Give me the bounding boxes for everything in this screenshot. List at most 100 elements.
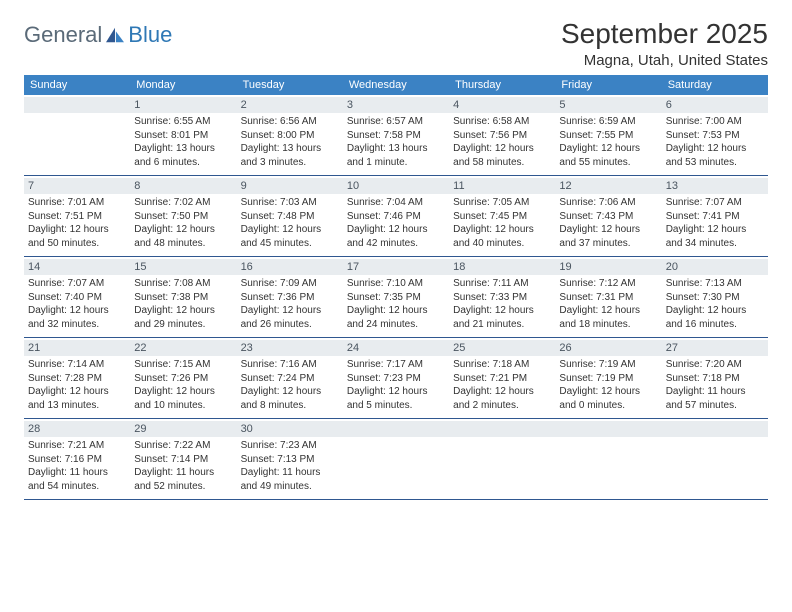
weekday-thursday: Thursday xyxy=(449,75,555,95)
day-sunset: Sunset: 7:24 PM xyxy=(241,372,339,386)
day-sunset: Sunset: 7:19 PM xyxy=(559,372,657,386)
header: General Blue September 2025 Magna, Utah,… xyxy=(24,18,768,69)
day-daylight: Daylight: 12 hours and 42 minutes. xyxy=(347,223,445,250)
day-sunrise: Sunrise: 6:55 AM xyxy=(134,115,232,129)
day-sunset: Sunset: 7:30 PM xyxy=(666,291,764,305)
day-sunset: Sunset: 7:50 PM xyxy=(134,210,232,224)
day-cell: 22 Sunrise: 7:15 AMSunset: 7:26 PMDayligh… xyxy=(130,338,236,418)
day-cell xyxy=(662,419,768,499)
day-daylight: Daylight: 12 hours and 2 minutes. xyxy=(453,385,551,412)
day-cell: 3Sunrise: 6:57 AMSunset: 7:58 PMDaylight… xyxy=(343,95,449,175)
day-cell: 21Sunrise: 7:14 AMSunset: 7:28 PMDayligh… xyxy=(24,338,130,418)
day-number xyxy=(343,421,449,437)
day-cell: 17Sunrise: 7:10 AMSunset: 7:35 PMDayligh… xyxy=(343,257,449,337)
day-sunrise: Sunrise: 7:00 AM xyxy=(666,115,764,129)
day-cell xyxy=(343,419,449,499)
day-cell: 23Sunrise: 7:16 AMSunset: 7:24 PMDayligh… xyxy=(237,338,343,418)
day-number: 1 xyxy=(130,97,236,113)
day-sunrise: Sunrise: 7:02 AM xyxy=(134,196,232,210)
day-sunrise: Sunrise: 7:01 AM xyxy=(28,196,126,210)
day-daylight: Daylight: 12 hours and 58 minutes. xyxy=(453,142,551,169)
day-sunrise: Sunrise: 6:59 AM xyxy=(559,115,657,129)
day-cell: 19Sunrise: 7:12 AMSunset: 7:31 PMDayligh… xyxy=(555,257,661,337)
day-number xyxy=(449,421,555,437)
week-row: 21Sunrise: 7:14 AMSunset: 7:28 PMDayligh… xyxy=(24,338,768,419)
day-sunset: Sunset: 7:38 PM xyxy=(134,291,232,305)
day-daylight: Daylight: 12 hours and 8 minutes. xyxy=(241,385,339,412)
week-row: 7Sunrise: 7:01 AMSunset: 7:51 PMDaylight… xyxy=(24,176,768,257)
day-sunrise: Sunrise: 7:14 AM xyxy=(28,358,126,372)
day-cell: 6Sunrise: 7:00 AMSunset: 7:53 PMDaylight… xyxy=(662,95,768,175)
day-sunrise: Sunrise: 7:10 AM xyxy=(347,277,445,291)
day-daylight: Daylight: 12 hours and 5 minutes. xyxy=(347,385,445,412)
day-daylight: Daylight: 12 hours and 21 minutes. xyxy=(453,304,551,331)
day-sunrise: Sunrise: 6:56 AM xyxy=(241,115,339,129)
day-daylight: Daylight: 11 hours and 52 minutes. xyxy=(134,466,232,493)
day-sunset: Sunset: 7:43 PM xyxy=(559,210,657,224)
day-sunset: Sunset: 7:40 PM xyxy=(28,291,126,305)
day-sunset: Sunset: 7:28 PM xyxy=(28,372,126,386)
day-cell: 14Sunrise: 7:07 AMSunset: 7:40 PMDayligh… xyxy=(24,257,130,337)
day-cell xyxy=(555,419,661,499)
day-cell: 1 Sunrise: 6:55 AMSunset: 8:01 PMDaylight… xyxy=(130,95,236,175)
day-daylight: Daylight: 12 hours and 45 minutes. xyxy=(241,223,339,250)
day-cell xyxy=(24,95,130,175)
day-number: 18 xyxy=(449,259,555,275)
day-number: 12 xyxy=(555,178,661,194)
day-sunrise: Sunrise: 7:21 AM xyxy=(28,439,126,453)
month-title: September 2025 xyxy=(561,18,768,50)
day-number: 26 xyxy=(555,340,661,356)
day-sunset: Sunset: 7:58 PM xyxy=(347,129,445,143)
day-cell: 20Sunrise: 7:13 AMSunset: 7:30 PMDayligh… xyxy=(662,257,768,337)
day-number: 3 xyxy=(343,97,449,113)
day-sunset: Sunset: 7:16 PM xyxy=(28,453,126,467)
weekday-monday: Monday xyxy=(130,75,236,95)
day-number: 11 xyxy=(449,178,555,194)
day-sunset: Sunset: 8:01 PM xyxy=(134,129,232,143)
day-cell: 5Sunrise: 6:59 AMSunset: 7:55 PMDaylight… xyxy=(555,95,661,175)
day-sunset: Sunset: 7:46 PM xyxy=(347,210,445,224)
day-daylight: Daylight: 12 hours and 32 minutes. xyxy=(28,304,126,331)
day-cell: 25Sunrise: 7:18 AMSunset: 7:21 PMDayligh… xyxy=(449,338,555,418)
day-sunrise: Sunrise: 7:18 AM xyxy=(453,358,551,372)
day-daylight: Daylight: 11 hours and 54 minutes. xyxy=(28,466,126,493)
day-sunrise: Sunrise: 7:23 AM xyxy=(241,439,339,453)
day-number: 28 xyxy=(24,421,130,437)
day-sunrise: Sunrise: 7:15 AM xyxy=(134,358,232,372)
day-sunset: Sunset: 7:13 PM xyxy=(241,453,339,467)
calendar-grid: Sunday Monday Tuesday Wednesday Thursday… xyxy=(24,75,768,500)
day-number: 6 xyxy=(662,97,768,113)
logo-sail-icon xyxy=(104,26,126,44)
day-sunset: Sunset: 7:26 PM xyxy=(134,372,232,386)
day-sunset: Sunset: 8:00 PM xyxy=(241,129,339,143)
day-sunset: Sunset: 7:56 PM xyxy=(453,129,551,143)
day-sunset: Sunset: 7:21 PM xyxy=(453,372,551,386)
day-cell: 29Sunrise: 7:22 AMSunset: 7:14 PMDayligh… xyxy=(130,419,236,499)
day-daylight: Daylight: 12 hours and 24 minutes. xyxy=(347,304,445,331)
day-cell xyxy=(449,419,555,499)
day-number xyxy=(662,421,768,437)
day-sunrise: Sunrise: 7:06 AM xyxy=(559,196,657,210)
day-sunrise: Sunrise: 7:20 AM xyxy=(666,358,764,372)
day-cell: 27Sunrise: 7:20 AMSunset: 7:18 PMDayligh… xyxy=(662,338,768,418)
weeks-container: 1Sunrise: 6:55 AMSunset: 8:01 PMDaylight… xyxy=(24,95,768,500)
day-daylight: Daylight: 12 hours and 10 minutes. xyxy=(134,385,232,412)
day-daylight: Daylight: 12 hours and 16 minutes. xyxy=(666,304,764,331)
day-sunrise: Sunrise: 7:09 AM xyxy=(241,277,339,291)
location-text: Magna, Utah, United States xyxy=(561,52,768,69)
day-sunrise: Sunrise: 7:03 AM xyxy=(241,196,339,210)
weekday-friday: Friday xyxy=(555,75,661,95)
day-sunrise: Sunrise: 6:57 AM xyxy=(347,115,445,129)
day-cell: 15Sunrise: 7:08 AMSunset: 7:38 PMDayligh… xyxy=(130,257,236,337)
day-number: 20 xyxy=(662,259,768,275)
day-number: 22 xyxy=(130,340,236,356)
day-cell: 24Sunrise: 7:17 AMSunset: 7:23 PMDayligh… xyxy=(343,338,449,418)
day-daylight: Daylight: 13 hours and 6 minutes. xyxy=(134,142,232,169)
day-number: 7 xyxy=(24,178,130,194)
calendar-page: General Blue September 2025 Magna, Utah,… xyxy=(0,0,792,518)
day-sunset: Sunset: 7:18 PM xyxy=(666,372,764,386)
day-sunset: Sunset: 7:33 PM xyxy=(453,291,551,305)
day-number: 14 xyxy=(24,259,130,275)
day-sunset: Sunset: 7:48 PM xyxy=(241,210,339,224)
day-daylight: Daylight: 12 hours and 53 minutes. xyxy=(666,142,764,169)
